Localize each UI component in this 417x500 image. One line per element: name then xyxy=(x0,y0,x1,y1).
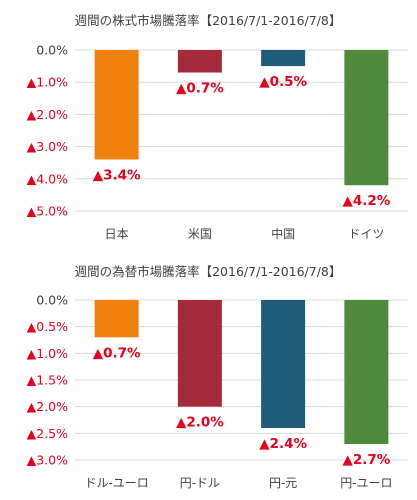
y-tick-label: 0.0% xyxy=(36,293,68,308)
bar xyxy=(177,50,222,73)
y-tick-label: ▲5.0% xyxy=(27,204,68,219)
bar xyxy=(261,50,306,67)
category-label: 日本 xyxy=(105,227,129,241)
category-label: ドル-ユーロ xyxy=(84,476,148,490)
fx-market-chart: 週間の為替市場騰落率【2016/7/1-2016/7/8】 0.0% ▲0.5% ▲… xyxy=(27,264,408,490)
bar xyxy=(94,50,139,160)
category-label: 円-ユーロ xyxy=(340,476,392,490)
bar xyxy=(94,300,139,338)
data-label: ▲4.2% xyxy=(342,193,390,209)
category-label: 円-ドル xyxy=(180,476,220,490)
data-label: ▲3.4% xyxy=(93,167,141,183)
y-tick-label: ▲1.0% xyxy=(27,75,68,90)
chart-title: 週間の為替市場騰落率【2016/7/1-2016/7/8】 xyxy=(75,264,342,279)
bar xyxy=(261,300,306,428)
bar xyxy=(344,300,389,444)
data-label: ▲0.7% xyxy=(176,81,224,97)
chart-title: 週間の株式市場騰落率【2016/7/1-2016/7/8】 xyxy=(75,13,342,28)
bar xyxy=(344,50,389,186)
stock-market-chart: 週間の株式市場騰落率【2016/7/1-2016/7/8】 0.0% ▲1.0% ▲… xyxy=(27,13,408,241)
data-label: ▲2.4% xyxy=(259,436,307,452)
category-label: ドイツ xyxy=(348,227,384,241)
y-tick-label: ▲2.0% xyxy=(27,107,68,122)
y-tick-label: ▲4.0% xyxy=(27,171,68,186)
data-label: ▲0.7% xyxy=(93,345,141,361)
y-tick-label: ▲3.0% xyxy=(27,453,68,468)
data-label: ▲2.0% xyxy=(176,415,224,431)
category-label: 中国 xyxy=(271,226,295,241)
data-label: ▲2.7% xyxy=(342,452,390,468)
y-tick-label: ▲2.5% xyxy=(27,426,68,441)
y-tick-label: 0.0% xyxy=(36,43,68,58)
y-tick-label: ▲2.0% xyxy=(27,399,68,414)
bar xyxy=(177,300,222,407)
y-tick-label: ▲1.0% xyxy=(27,346,68,361)
data-label: ▲0.5% xyxy=(259,74,307,90)
y-tick-label: ▲1.5% xyxy=(27,373,68,388)
y-tick-label: ▲0.5% xyxy=(27,319,68,334)
category-label: 米国 xyxy=(188,227,212,241)
category-label: 円-元 xyxy=(269,476,297,490)
y-tick-label: ▲3.0% xyxy=(27,139,68,154)
